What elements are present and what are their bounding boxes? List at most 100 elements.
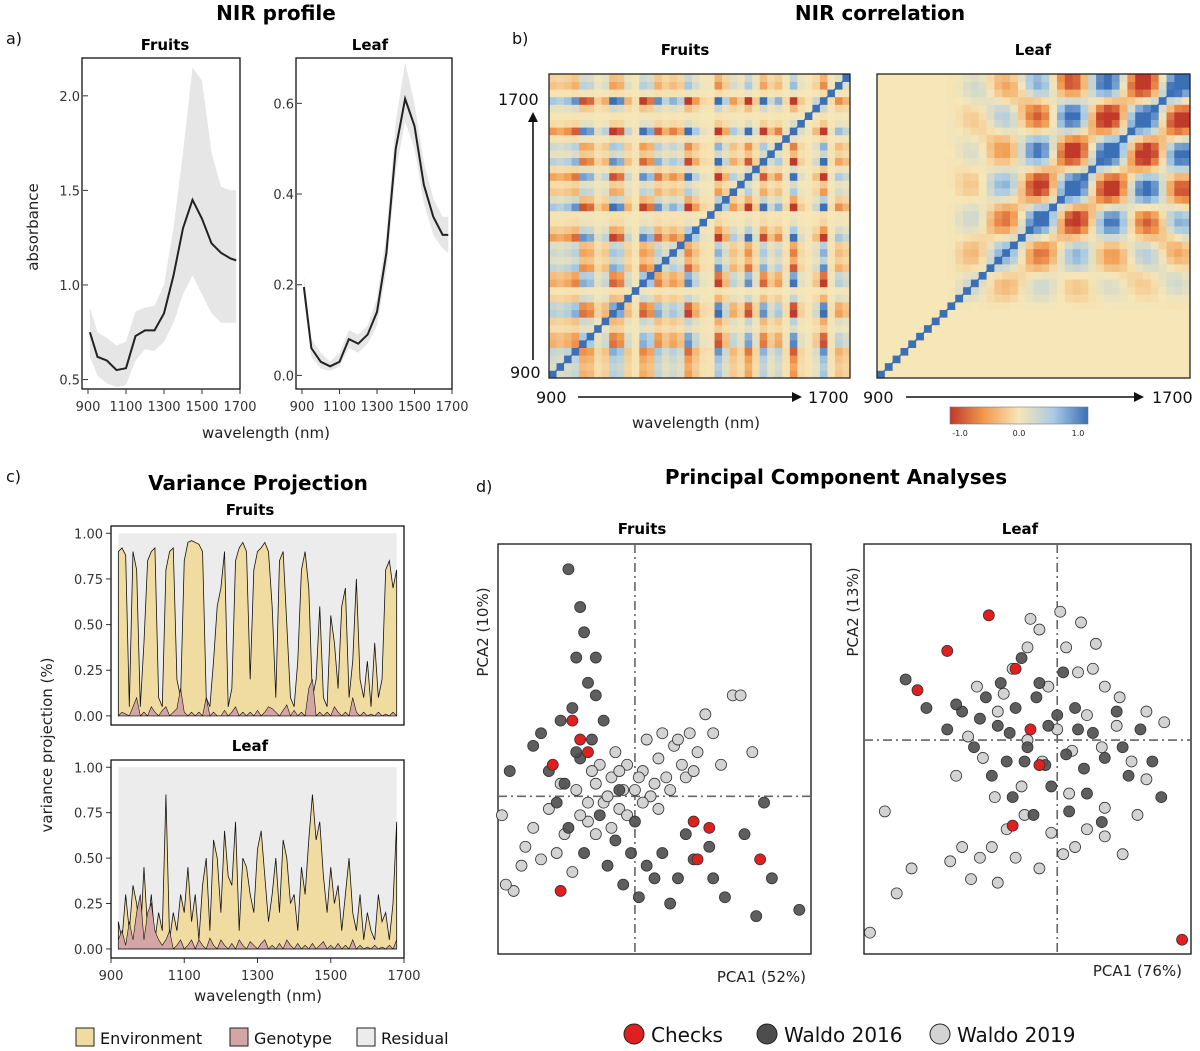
heatmap-cell: [892, 165, 901, 174]
heatmap-cell: [1166, 104, 1175, 113]
heatmap-cell: [931, 271, 940, 280]
heatmap-cell: [624, 362, 633, 371]
heatmap-cell: [1064, 241, 1074, 250]
heatmap-cell: [744, 218, 753, 227]
variance-projection-title: Variance Projection: [148, 471, 368, 495]
heatmap-cell: [994, 355, 1003, 364]
heatmap-cell: [892, 233, 901, 242]
heatmap-cell: [714, 218, 723, 227]
heatmap-cell: [609, 150, 618, 158]
heatmap-cell: [1135, 127, 1144, 136]
heatmap-cell: [774, 188, 783, 196]
point-waldo-2019: [1069, 841, 1081, 853]
heatmap-cell: [691, 362, 700, 371]
heatmap-cell: [782, 362, 791, 371]
heatmap-cell: [1135, 195, 1144, 204]
heatmap-cell: [691, 370, 700, 379]
heatmap-cell: [579, 370, 588, 379]
heatmap-cell: [963, 210, 972, 219]
heatmap-cell: [759, 180, 768, 189]
heatmap-cell: [1111, 362, 1120, 371]
heatmap-cell: [892, 279, 901, 288]
x-axis-label-b: wavelength (nm): [632, 414, 760, 432]
heatmap-cell: [970, 347, 980, 356]
heatmap-cell: [970, 241, 980, 250]
heatmap-cell: [827, 96, 836, 105]
heatmap-cell: [631, 340, 640, 348]
heatmap-cell: [884, 180, 894, 189]
heatmap-cell: [1017, 172, 1027, 181]
heatmap-cell: [759, 210, 768, 219]
heatmap-cell: [986, 150, 995, 158]
heatmap-cell: [661, 226, 670, 234]
y-tick-label: 1.5: [59, 184, 80, 199]
heatmap-cell: [1119, 195, 1128, 204]
heatmap-cell: [1025, 112, 1034, 120]
heatmap-cell: [684, 203, 693, 212]
heatmap-cell: [752, 96, 761, 105]
heatmap-cell: [714, 271, 723, 280]
heatmap-cell: [594, 355, 603, 364]
heatmap-cell: [549, 362, 557, 371]
heatmap-cell: [729, 119, 738, 128]
heatmap-cell: [1025, 157, 1034, 166]
heatmap-cell: [699, 157, 708, 166]
heatmap-cell: [1088, 74, 1097, 82]
heatmap-cell: [609, 302, 618, 310]
heatmap-cell: [1064, 96, 1074, 105]
heatmap-cell: [1096, 142, 1105, 151]
heatmap-cell: [699, 172, 708, 181]
heatmap-cell: [1056, 104, 1066, 113]
heatmap-cell: [994, 96, 1003, 105]
heatmap-cell: [1033, 142, 1042, 151]
heatmap-cell: [994, 180, 1003, 189]
heatmap-cell: [661, 355, 670, 364]
heatmap-cell: [1158, 340, 1167, 348]
heatmap-cell: [722, 142, 730, 151]
heatmap-cell: [1135, 180, 1144, 189]
heatmap-cell: [684, 370, 693, 379]
heatmap-cell: [586, 241, 595, 250]
heatmap-cell: [812, 271, 821, 280]
heatmap-cell: [1103, 294, 1113, 303]
heatmap-cell: [804, 89, 813, 98]
heatmap-cell: [947, 370, 956, 379]
heatmap-cell: [654, 218, 663, 227]
heatmap-cell: [842, 134, 851, 143]
heatmap-cell: [789, 104, 798, 113]
heatmap-cell: [669, 96, 678, 105]
heatmap-cell: [842, 332, 851, 341]
heatmap-frame: [876, 73, 1191, 379]
heatmap-cell: [722, 362, 730, 371]
heatmap-cell: [963, 203, 972, 212]
heatmap-cell: [812, 127, 821, 136]
heatmap-cell: [1182, 81, 1191, 90]
heatmap-cell: [827, 172, 836, 181]
heatmap-cell: [782, 264, 791, 272]
heatmap-cell: [1143, 127, 1152, 136]
heatmap-cell: [1143, 218, 1152, 227]
heatmap-cell: [616, 195, 625, 204]
heatmap-cell: [1088, 317, 1097, 326]
y-tick-label: 2.0: [59, 90, 80, 105]
heatmap-cell: [900, 302, 909, 310]
heatmap-cell: [1135, 81, 1144, 90]
heatmap-cell: [744, 271, 753, 280]
heatmap-cell: [556, 119, 565, 128]
heatmap-cell: [684, 256, 693, 265]
heatmap-cell: [1127, 355, 1136, 364]
heatmap-cell: [1166, 127, 1175, 136]
heatmap-cell: [797, 112, 806, 120]
heatmap-cell: [947, 317, 956, 326]
heatmap-cell: [908, 370, 917, 379]
heatmap-cell: [676, 74, 685, 82]
heatmap-cell: [556, 188, 565, 196]
heatmap-cell: [1088, 294, 1097, 303]
heatmap-cell: [661, 309, 670, 318]
point-waldo-2016: [640, 859, 653, 872]
point-waldo-2019: [586, 765, 598, 777]
heatmap-cell: [900, 241, 909, 250]
x-tick-label: 1300: [360, 400, 393, 415]
heatmap-cell: [737, 362, 746, 371]
point-waldo-2019: [974, 851, 986, 864]
